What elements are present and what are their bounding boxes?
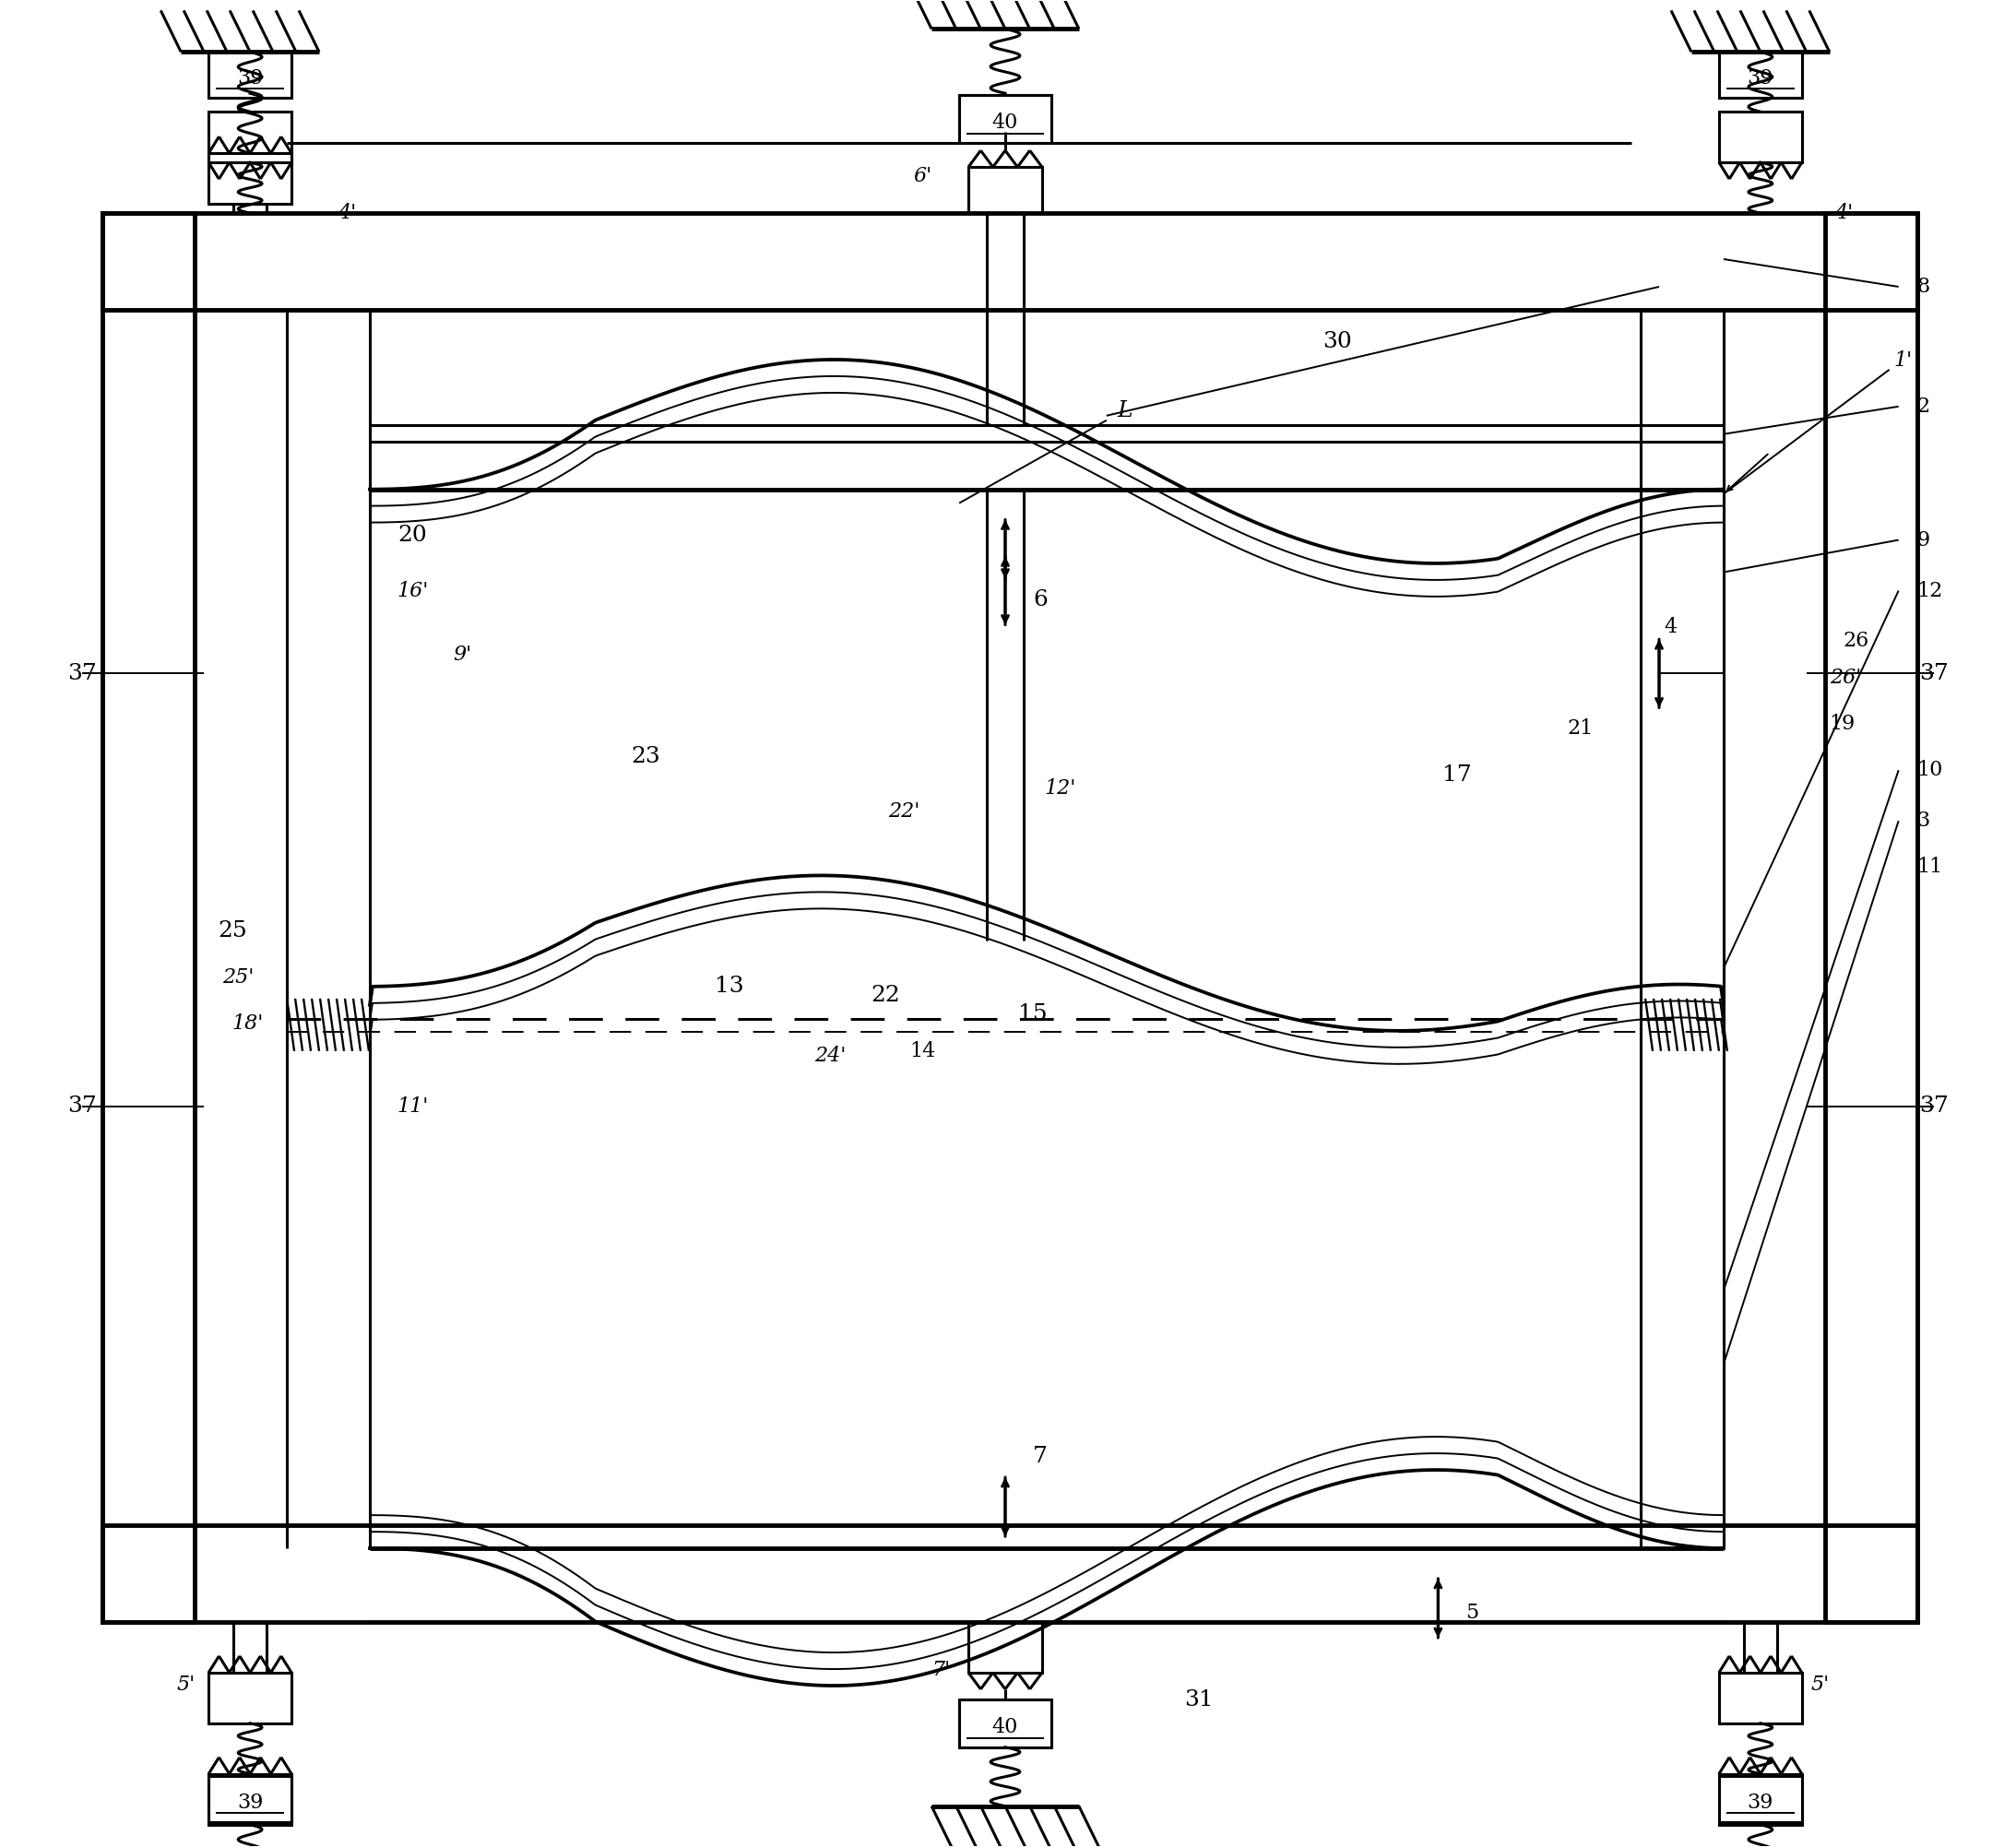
- Text: 26': 26': [1829, 669, 1861, 689]
- Text: 17: 17: [1441, 765, 1472, 785]
- Text: 2: 2: [1917, 397, 1929, 417]
- Bar: [103, 212, 1917, 310]
- Text: 5: 5: [1466, 1603, 1480, 1624]
- Bar: [1720, 1775, 1802, 1821]
- Text: 5': 5': [1810, 1675, 1831, 1696]
- Text: 25': 25': [222, 968, 254, 988]
- Text: 37: 37: [1919, 663, 1947, 683]
- Text: 6: 6: [1032, 589, 1048, 610]
- Text: 5': 5': [175, 1675, 196, 1696]
- Text: 14: 14: [909, 1042, 935, 1062]
- Text: 13: 13: [714, 975, 744, 997]
- Text: 37: 37: [1919, 1095, 1947, 1117]
- Text: 12: 12: [1917, 580, 1943, 600]
- Bar: [208, 153, 292, 203]
- Text: 39: 39: [1748, 1792, 1774, 1812]
- Text: 4: 4: [1665, 617, 1677, 637]
- Bar: [103, 1526, 1917, 1622]
- Text: 20: 20: [397, 525, 427, 547]
- Text: 8: 8: [1917, 277, 1929, 297]
- Text: 26: 26: [1843, 632, 1869, 652]
- Text: 11': 11': [397, 1095, 429, 1116]
- Text: 6': 6': [913, 166, 931, 187]
- Bar: [960, 1699, 1050, 1747]
- Bar: [1720, 52, 1802, 98]
- Text: 39: 39: [238, 68, 264, 89]
- Text: 19: 19: [1829, 715, 1855, 735]
- Bar: [103, 212, 196, 1622]
- Text: 18': 18': [232, 1014, 264, 1034]
- Text: 39: 39: [238, 1792, 264, 1812]
- Text: 30: 30: [1322, 331, 1351, 353]
- Text: 24': 24': [814, 1045, 847, 1066]
- Bar: [208, 113, 292, 163]
- Bar: [208, 52, 292, 98]
- Text: 11: 11: [1917, 857, 1943, 877]
- Text: L: L: [1117, 401, 1133, 421]
- Bar: [960, 94, 1050, 142]
- Text: 15: 15: [1018, 1003, 1048, 1025]
- Bar: [208, 1673, 292, 1723]
- Text: 23: 23: [631, 746, 661, 767]
- Bar: [1720, 1673, 1802, 1723]
- Bar: [1720, 113, 1802, 163]
- Text: 37: 37: [69, 663, 97, 683]
- Bar: [968, 1622, 1042, 1673]
- Text: 9: 9: [1917, 530, 1929, 550]
- Text: 12': 12': [1044, 778, 1077, 798]
- Text: 31: 31: [1183, 1690, 1214, 1710]
- Text: 10: 10: [1917, 759, 1943, 779]
- Text: 40: 40: [992, 113, 1018, 133]
- Text: 9': 9': [454, 645, 472, 665]
- Bar: [208, 1775, 292, 1821]
- Text: 40: 40: [992, 1718, 1018, 1736]
- Bar: [208, 1773, 292, 1825]
- Text: 37: 37: [69, 1095, 97, 1117]
- Text: 7: 7: [1032, 1446, 1048, 1467]
- Text: 22: 22: [871, 984, 901, 1007]
- Bar: [968, 166, 1042, 212]
- Text: 25: 25: [218, 920, 248, 942]
- Text: 39: 39: [1748, 68, 1774, 89]
- Text: 3: 3: [1917, 811, 1929, 831]
- Text: 4': 4': [1835, 203, 1853, 223]
- Text: 16': 16': [397, 580, 429, 600]
- Bar: [1824, 212, 1917, 1622]
- Text: 22': 22': [889, 802, 919, 822]
- Bar: [1720, 1773, 1802, 1825]
- Text: 21: 21: [1566, 718, 1593, 739]
- Text: 1': 1': [1893, 351, 1913, 371]
- Text: 4': 4': [337, 203, 357, 223]
- Text: 7': 7': [931, 1660, 950, 1681]
